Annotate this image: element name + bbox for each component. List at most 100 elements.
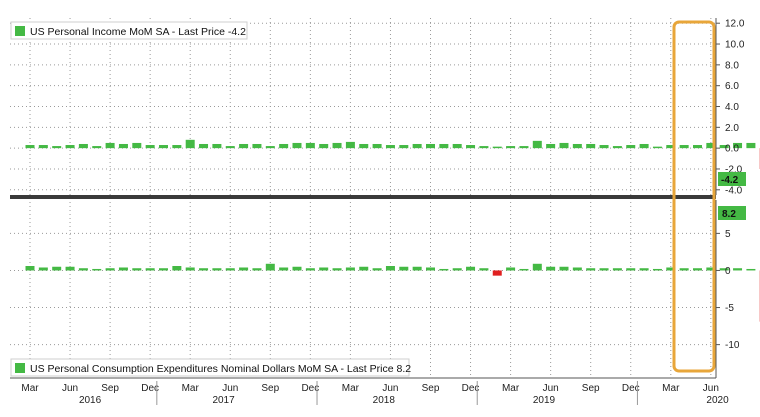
y-tick-label: 10.0 — [725, 40, 745, 51]
y-tick-label: 6.0 — [725, 81, 739, 92]
bar-pce — [78, 268, 88, 271]
x-month-label: Sep — [422, 383, 440, 394]
y-tick-label: -4.0 — [725, 185, 743, 196]
x-month-label: Sep — [261, 383, 279, 394]
bar-pce — [38, 267, 48, 271]
bar-income — [626, 145, 636, 149]
bar-income — [572, 143, 582, 149]
x-year-label: 2016 — [79, 395, 102, 406]
axes: 12.0 10.0 8.0 6.0 4.0 2.0 0.0 -2.0 -4.0 5 0 -5 -10 Ma… — [10, 18, 745, 406]
x-year-label: 2017 — [212, 395, 235, 406]
bar-pce — [225, 268, 235, 271]
top-legend-text: US Personal Income MoM SA - Last Price -… — [30, 26, 246, 38]
bar-income — [612, 146, 622, 149]
top-last-price-tag: -4.2 — [718, 172, 746, 186]
bottom-last-price-label: 8.2 — [722, 209, 736, 220]
bar-income — [52, 146, 62, 149]
top-legend: US Personal Income MoM SA - Last Price -… — [10, 21, 248, 40]
x-year-label: 2020 — [706, 395, 729, 406]
bar-pce — [412, 266, 422, 271]
bar-pce — [105, 268, 115, 271]
bar-income — [65, 145, 75, 149]
bar-pce — [65, 266, 75, 271]
bar-pce — [559, 266, 569, 271]
y-tick-label: -10 — [725, 340, 740, 351]
bar-pce — [118, 267, 128, 271]
bar-pce — [172, 266, 182, 271]
bar-income — [719, 145, 729, 149]
bar-pce — [385, 266, 395, 271]
bar-pce — [92, 268, 102, 271]
bar-pce — [319, 267, 329, 271]
bar-pce — [546, 266, 556, 271]
bar-pce — [519, 268, 529, 271]
bar-pce — [746, 268, 756, 271]
bar-pce — [52, 266, 62, 271]
bar-income — [679, 145, 689, 149]
bar-income — [212, 143, 222, 149]
bar-income — [185, 139, 195, 149]
y-tick-label: 5 — [725, 229, 731, 240]
bar-pce — [466, 266, 476, 271]
x-month-label: Dec — [622, 383, 640, 394]
bar-pce — [679, 268, 689, 271]
bar-pce — [492, 270, 502, 276]
bar-income — [546, 143, 556, 149]
bar-pce — [345, 267, 355, 271]
bar-pce — [25, 266, 35, 271]
x-month-label: Mar — [342, 383, 360, 394]
bar-income — [172, 145, 182, 149]
bar-pce — [239, 267, 249, 271]
y-tick-label: -5 — [725, 303, 734, 314]
bar-income — [519, 146, 529, 149]
x-month-label: Jun — [62, 383, 78, 394]
x-month-label: Dec — [301, 383, 319, 394]
x-month-label: Mar — [502, 383, 520, 394]
x-year-label: 2019 — [533, 395, 556, 406]
bar-pce — [599, 268, 609, 271]
x-month-label: Sep — [582, 383, 600, 394]
bar-income — [159, 145, 168, 149]
bar-pce — [626, 268, 636, 271]
y-tick-label: 2.0 — [725, 123, 739, 134]
bar-pce — [145, 268, 155, 271]
bar-pce — [372, 268, 382, 271]
bar-income — [305, 142, 315, 149]
bar-pce — [265, 263, 275, 271]
bar-income — [25, 145, 35, 149]
bar-pce — [586, 268, 596, 271]
y-tick-label: 0.0 — [725, 144, 739, 155]
bar-income — [132, 142, 142, 149]
bar-income — [666, 145, 676, 149]
bar-income — [319, 143, 329, 149]
bar-pce — [305, 268, 315, 271]
bar-pce — [639, 268, 649, 271]
bar-pce — [452, 268, 462, 271]
bar-pce — [532, 263, 542, 271]
x-month-label: Mar — [662, 383, 680, 394]
x-month-label: Jun — [543, 383, 559, 394]
bar-income — [733, 142, 743, 149]
y-tick-label: 4.0 — [725, 102, 739, 113]
bar-income — [452, 143, 462, 149]
bar-pce — [332, 268, 342, 271]
bar-pce — [159, 268, 168, 271]
bar-income — [506, 146, 516, 149]
bar-income — [412, 143, 422, 149]
bar-pce — [399, 266, 409, 271]
x-year-label: 2018 — [373, 395, 396, 406]
bar-pce — [199, 268, 209, 271]
x-month-label: Jun — [382, 383, 398, 394]
bar-income — [586, 143, 596, 149]
x-month-label: Mar — [182, 383, 200, 394]
bar-income — [38, 145, 48, 149]
bar-income — [532, 140, 542, 149]
bar-pce — [132, 268, 142, 271]
y-tick-label: -2.0 — [725, 164, 743, 175]
bar-income — [359, 143, 369, 149]
bar-income — [599, 145, 609, 149]
y-tick-label: 0 — [725, 266, 731, 277]
bar-income — [199, 143, 209, 149]
bar-pce — [439, 268, 449, 271]
